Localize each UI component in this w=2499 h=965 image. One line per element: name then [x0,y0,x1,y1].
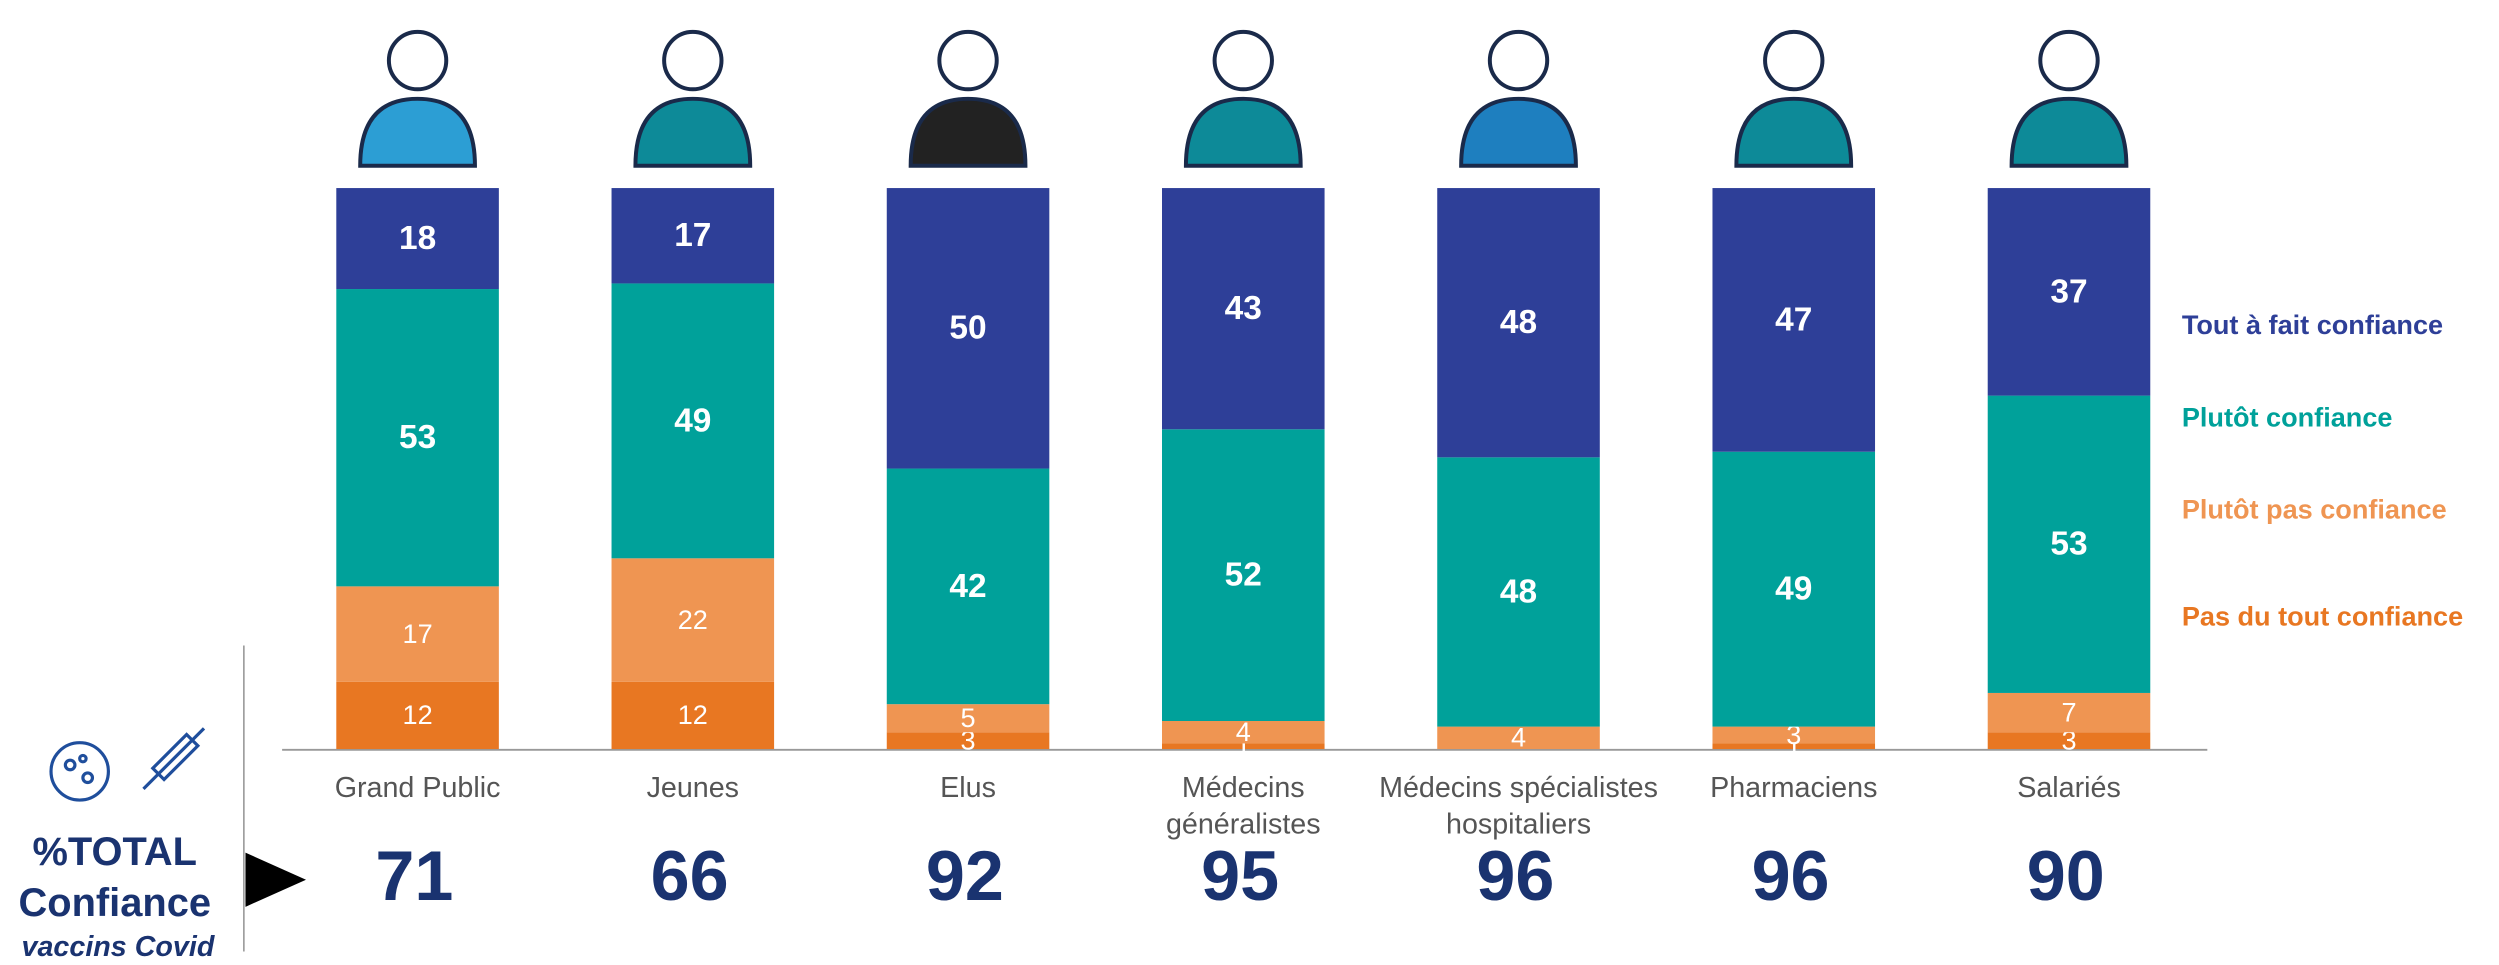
icon-body [358,96,477,168]
value-label: 48 [1500,573,1537,610]
value-label: 53 [399,419,436,456]
bar-segment [1162,429,1325,722]
total-value: 95 [1201,837,1279,915]
bar-segment [1437,188,1600,458]
bar-segment [1712,451,1876,727]
bar-segment [1712,743,1876,750]
total-value: 96 [1752,837,1830,915]
category-label: Médecins généralistes [1166,771,1321,840]
icon-body [2009,96,2129,168]
value-label: 17 [674,217,711,254]
icon [2009,29,2129,168]
bar-segment [1712,188,1876,452]
bar-segment [886,704,1050,733]
icon-body [1734,96,1854,168]
value-label: 53 [2050,526,2087,563]
value-label: 7 [2061,696,2076,727]
bar-segment [336,188,499,290]
bar-segment [336,681,499,750]
bar-segment [1987,188,2151,396]
total-value: 71 [375,837,453,915]
bar-segment [336,586,499,682]
icon-body [1459,96,1578,168]
value-label: 49 [1775,571,1812,608]
total-value: 90 [2027,837,2105,915]
totals-title: Confiance [19,881,212,925]
icon [1734,29,1854,168]
legend-label: Plutôt pas confiance [2182,494,2447,525]
totals-subtitle: vaccins Covid [22,931,215,963]
bar-segment [611,188,775,284]
virus-icon [49,727,206,802]
value-label: 12 [678,699,708,730]
icon [1459,29,1578,168]
legend-label: Tout à fait confiance [2182,309,2443,340]
bar-segment [1162,743,1325,750]
value-label: 5 [961,702,976,733]
value-label: 48 [1500,304,1537,341]
bar-segment [611,558,775,682]
icon-head [937,29,999,92]
icon [908,29,1028,168]
icon-head [1212,29,1274,92]
total-value: 92 [926,837,1004,915]
bar-segment [1987,395,2151,693]
bar-segment [886,732,1050,750]
bar-segment [1437,457,1600,727]
icon-head [386,29,449,92]
value-label: 18 [399,220,436,257]
category-label: Pharmaciens [1710,771,1877,803]
totals-title: %TOTAL [33,830,197,874]
icon [358,29,477,168]
value-label: 43 [1225,290,1262,327]
bar-segment [1987,692,2151,733]
icon [1183,29,1303,168]
bar-segment [886,468,1050,705]
legend-label: Pas du tout confiance [2182,601,2463,632]
bar-segment [1712,726,1876,744]
icon-head [2038,29,2100,92]
icon-body [1183,96,1303,168]
icon-head [662,29,724,92]
category-label: Médecins spécialistes hospitaliers [1379,771,1658,840]
bar-segment [886,188,1050,469]
value-label: 4 [1511,722,1526,753]
total-value: 66 [651,837,729,915]
icon-body [908,96,1028,168]
legend-label: Plutôt confiance [2182,401,2393,432]
bar-segment [1437,726,1600,750]
icon [633,29,753,168]
value-label: 4 [1236,716,1251,747]
value-label: 52 [1225,557,1262,594]
bar-segment [336,289,499,587]
icon-head [1487,29,1550,92]
bar-segment [611,283,775,559]
bar-segment [1987,732,2151,750]
value-label: 42 [949,568,986,605]
value-label: 12 [403,699,433,730]
total-value: 96 [1476,837,1554,915]
bar-segment [1162,188,1325,430]
bar-segment [611,681,775,750]
arrow [245,852,307,907]
value-label: 50 [949,310,986,347]
value-label: 17 [403,618,433,649]
value-label: 49 [674,402,711,439]
category-label: Elus [940,771,996,803]
value-label: 37 [2050,273,2087,310]
bar-segment [1162,721,1325,744]
category-label: Salariés [2017,771,2121,803]
value-label: 47 [1775,301,1812,338]
category-label: Grand Public [335,771,501,803]
category-label: Jeunes [647,771,739,803]
icon-head [1763,29,1825,92]
value-label: 22 [678,604,708,635]
icon-body [633,96,753,168]
